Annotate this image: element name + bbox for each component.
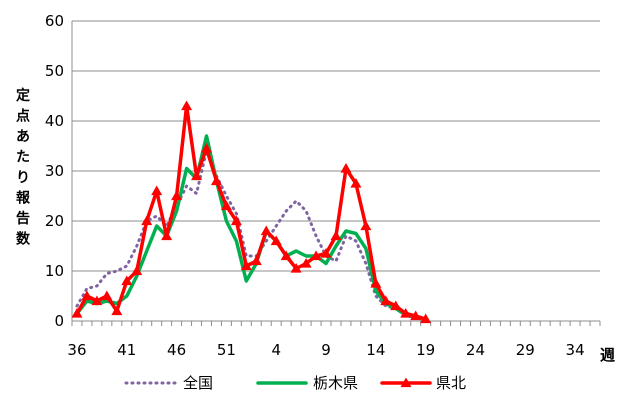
legend-label: 県北 — [436, 374, 466, 392]
y-axis-label-char: り — [16, 170, 30, 186]
data-point — [300, 258, 312, 268]
data-point — [161, 230, 173, 241]
data-point — [330, 230, 342, 241]
x-tick-label: 14 — [366, 341, 385, 359]
data-point — [310, 250, 322, 261]
data-point — [410, 310, 422, 321]
data-point — [280, 250, 292, 261]
data-point — [181, 100, 193, 111]
data-point — [210, 175, 222, 186]
data-point — [400, 308, 412, 318]
data-point — [200, 143, 212, 153]
x-tick-label: 36 — [67, 341, 86, 359]
data-point — [360, 220, 372, 231]
data-point — [380, 295, 392, 306]
grid-lines — [72, 20, 600, 272]
data-point — [141, 215, 153, 226]
y-axis-label-char: あ — [16, 129, 30, 145]
y-axis-label-char: 告 — [16, 210, 30, 227]
series-layer — [71, 100, 432, 324]
x-axis-label: 週 — [600, 346, 615, 364]
data-point — [260, 225, 272, 236]
legend: 全国 栃木県 県北 — [124, 374, 466, 392]
series-line-0 — [75, 149, 428, 321]
data-point — [230, 215, 242, 226]
x-tick-label: 24 — [466, 341, 485, 359]
x-tick-label: 46 — [167, 341, 186, 359]
y-tick-label: 60 — [45, 12, 64, 30]
y-axis-label-char: 数 — [16, 231, 31, 248]
data-point — [151, 185, 163, 196]
data-point — [101, 290, 113, 301]
data-point — [171, 190, 183, 201]
y-tick-label: 20 — [45, 212, 64, 230]
data-point — [420, 313, 432, 324]
x-tick-label: 34 — [566, 341, 585, 359]
y-tick-label: 0 — [54, 312, 64, 330]
data-point — [71, 308, 83, 318]
y-tick-label: 40 — [45, 112, 64, 130]
legend-label: 栃木県 — [313, 374, 358, 392]
y-axis-label-char: た — [16, 150, 30, 166]
data-point — [121, 275, 133, 286]
legend-marker — [400, 377, 412, 388]
axes — [71, 21, 601, 326]
x-tick-label: 19 — [416, 341, 435, 359]
x-axis-ticks: 36 41 46 51 4 9 14 19 24 29 34 — [67, 341, 584, 359]
x-tick-label: 9 — [321, 341, 331, 359]
y-tick-label: 50 — [45, 62, 64, 80]
data-point — [320, 248, 332, 258]
data-point — [191, 170, 203, 181]
x-tick-label: 29 — [516, 341, 535, 359]
data-point — [240, 260, 252, 271]
legend-label: 全国 — [183, 374, 213, 392]
x-tick-label: 4 — [271, 341, 281, 359]
x-tick-label: 41 — [117, 341, 136, 359]
y-axis-label-char: 点 — [16, 108, 30, 125]
y-tick-label: 10 — [45, 262, 64, 280]
x-tick-label: 51 — [217, 341, 236, 359]
y-axis-label-char: 定 — [16, 87, 30, 104]
data-point — [111, 305, 123, 316]
data-point — [270, 235, 282, 246]
data-point — [81, 290, 93, 301]
data-point — [350, 178, 362, 188]
series-line-1 — [75, 134, 428, 322]
data-point — [290, 263, 302, 273]
y-axis-ticks: 0 10 20 30 40 50 60 — [45, 12, 64, 330]
data-point — [390, 300, 402, 311]
data-point — [220, 200, 232, 211]
data-point — [370, 278, 382, 288]
y-tick-label: 30 — [45, 162, 64, 180]
data-point — [340, 163, 352, 173]
data-point — [91, 295, 103, 306]
data-point — [131, 265, 143, 276]
data-point — [250, 255, 262, 266]
y-axis-label-char: 報 — [16, 190, 31, 207]
